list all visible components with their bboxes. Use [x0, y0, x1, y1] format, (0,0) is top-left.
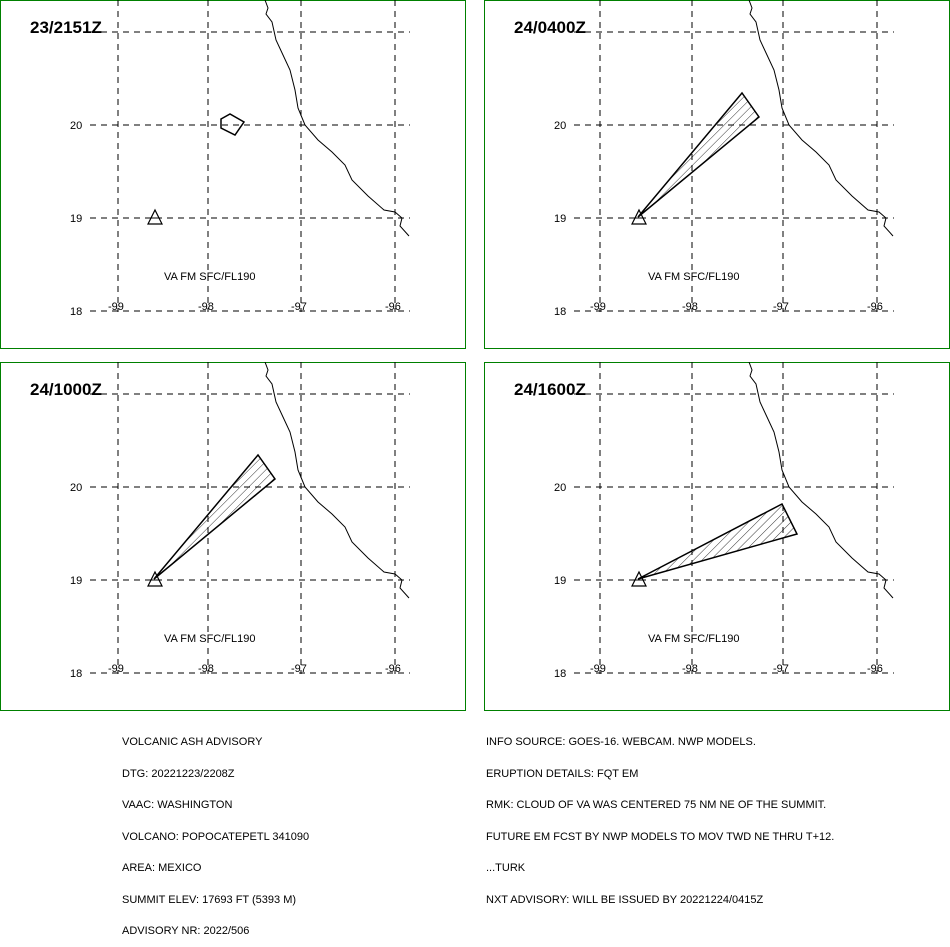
longitude-label: -99 [108, 301, 124, 313]
latitude-label: 18 [70, 306, 82, 318]
coastline [264, 0, 410, 237]
advisory-line: NXT ADVISORY: WILL BE ISSUED BY 20221224… [486, 893, 764, 906]
ash-layer-label: VA FM SFC/FL190 [648, 633, 740, 645]
latitude-label: 18 [554, 668, 566, 680]
panel-map-3: 20 19 18 -99 -98 -97 -96 VA FM SFC/FL190 [0, 362, 466, 711]
ash-layer-label: VA FM SFC/FL190 [164, 633, 256, 645]
advisory-line: ERUPTION DETAILS: FQT EM [486, 767, 639, 780]
panel-border [484, 0, 950, 349]
map-panel-4: 20 19 18 -99 -98 -97 -96 VA FM SFC/FL190 24/160… [484, 362, 950, 711]
ash-layer-label: VA FM SFC/FL190 [164, 271, 256, 283]
longitude-label: -97 [291, 301, 307, 313]
map-panel-1: 20 19 18 -99 -98 -97 -96 VA FM SFC/FL190 23/215… [0, 0, 466, 349]
latitude-label: 19 [70, 575, 82, 587]
ash-layer-label: VA FM SFC/FL190 [648, 271, 740, 283]
longitude-label: -98 [198, 301, 214, 313]
longitude-label: -98 [682, 663, 698, 675]
longitude-label: -96 [385, 663, 401, 675]
latitude-label: 20 [554, 482, 566, 494]
longitude-label: -99 [590, 301, 606, 313]
advisory-line: ...TURK [486, 862, 526, 874]
panel-border [0, 362, 466, 711]
advisory-line: AREA: MEXICO [122, 862, 202, 874]
advisory-line: RMK: CLOUD OF VA WAS CENTERED 75 NM NE O… [486, 799, 827, 811]
advisory-line: VOLCANIC ASH ADVISORY [122, 736, 263, 748]
advisory-line: VOLCANO: POPOCATEPETL 341090 [122, 830, 310, 843]
panel-time-label: 24/1000Z [30, 380, 102, 399]
advisory-left-text: VOLCANIC ASH ADVISORY DTG: 20221223/2208… [122, 716, 309, 947]
longitude-label: -97 [773, 663, 789, 675]
advisory-line: INFO SOURCE: GOES-16. WEBCAM. NWP MODELS… [486, 736, 756, 748]
panel-border [484, 362, 950, 711]
map-panel-3: 20 19 18 -99 -98 -97 -96 VA FM SFC/FL190 24/100… [0, 362, 466, 711]
panel-time-label: 23/2151Z [30, 18, 102, 37]
longitude-label: -98 [682, 301, 698, 313]
longitude-label: -96 [385, 301, 401, 313]
ash-cloud-polygon [637, 502, 799, 580]
map-panel-2: 20 19 18 -99 -98 -97 -96 VA FM SFC/FL190 24/040… [484, 0, 950, 349]
latitude-label: 18 [554, 306, 566, 318]
advisory-line: VAAC: WASHINGTON [122, 799, 233, 811]
volcano-icon [147, 570, 163, 587]
coastline [748, 0, 894, 237]
panel-time-label: 24/1600Z [514, 380, 586, 399]
coastline [748, 362, 894, 599]
volcano-icon [631, 208, 647, 225]
latitude-label: 19 [554, 213, 566, 225]
longitude-label: -96 [867, 301, 883, 313]
volcano-icon [631, 570, 647, 587]
panel-border [0, 0, 466, 349]
longitude-label: -97 [291, 663, 307, 675]
panel-time-label: 24/0400Z [514, 18, 586, 37]
advisory-line: FUTURE EM FCST BY NWP MODELS TO MOV TWD … [486, 830, 835, 843]
ash-cloud-polygon [153, 453, 277, 580]
advisory-right-text: INFO SOURCE: GOES-16. WEBCAM. NWP MODELS… [486, 716, 834, 916]
ash-cloud-polygon [637, 91, 761, 218]
longitude-label: -99 [590, 663, 606, 675]
panel-map-4: 20 19 18 -99 -98 -97 -96 VA FM SFC/FL190 [484, 362, 950, 711]
longitude-label: -96 [867, 663, 883, 675]
panel-map-2: 20 19 18 -99 -98 -97 -96 VA FM SFC/FL190 [484, 0, 950, 349]
longitude-label: -98 [198, 663, 214, 675]
coastline [264, 362, 410, 599]
latitude-label: 20 [70, 482, 82, 494]
latitude-label: 20 [554, 120, 566, 132]
longitude-label: -99 [108, 663, 124, 675]
longitude-label: -97 [773, 301, 789, 313]
advisory-line: ADVISORY NR: 2022/506 [122, 925, 250, 937]
latitude-label: 18 [70, 668, 82, 680]
volcano-icon [147, 208, 163, 225]
ash-cloud-polygon [220, 113, 246, 136]
latitude-label: 19 [70, 213, 82, 225]
latitude-label: 20 [70, 120, 82, 132]
advisory-line: SUMMIT ELEV: 17693 FT (5393 M) [122, 893, 297, 906]
panel-map-1: 20 19 18 -99 -98 -97 -96 VA FM SFC/FL190 [0, 0, 466, 349]
latitude-label: 19 [554, 575, 566, 587]
advisory-line: DTG: 20221223/2208Z [122, 767, 235, 780]
